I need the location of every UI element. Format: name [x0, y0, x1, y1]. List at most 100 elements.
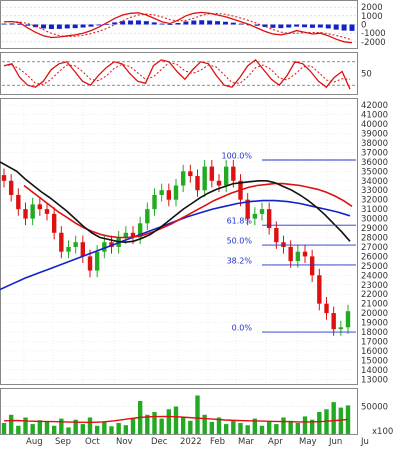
- price-tick-label: 38000: [361, 139, 388, 149]
- macd-histogram-bar: [64, 24, 70, 29]
- stochastic-tick-label: 50: [361, 70, 372, 80]
- volume-bar: [338, 407, 344, 434]
- price-tick-label: 23000: [361, 281, 388, 291]
- volume-bar: [109, 426, 114, 434]
- volume-bar: [102, 421, 107, 434]
- macd-histogram-bar: [128, 20, 134, 25]
- candle-body: [102, 242, 107, 252]
- macd-histogram-bar: [1, 23, 7, 25]
- month-label: Aug: [26, 437, 43, 447]
- volume-bar: [216, 417, 222, 434]
- volume-tick-label: 50000: [361, 403, 388, 413]
- macd-histogram-bar: [238, 23, 244, 25]
- macd-histogram-bar: [222, 21, 228, 25]
- volume-bar: [73, 419, 78, 434]
- macd-tick-label: -2000: [361, 38, 386, 48]
- candle-body: [331, 313, 336, 330]
- candle-body: [87, 256, 93, 271]
- volume-bar: [288, 420, 293, 434]
- month-label: Feb: [210, 437, 225, 447]
- macd-histogram-bar: [151, 22, 157, 25]
- volume-bar: [317, 412, 322, 434]
- candle-body: [338, 327, 344, 330]
- macd-histogram-bar: [309, 24, 315, 28]
- month-label: 2022: [180, 437, 202, 447]
- macd-histogram-bar: [294, 24, 300, 27]
- volume-bar: [59, 418, 64, 434]
- volume-bar: [252, 418, 258, 434]
- candle-body: [216, 180, 222, 186]
- price-tick-label: 31000: [361, 205, 388, 215]
- ma-mid-line: [23, 182, 353, 239]
- price-tick-label: 39000: [361, 130, 388, 140]
- volume-bar: [281, 417, 286, 434]
- price-tick-label: 20000: [361, 309, 388, 319]
- candle-body: [159, 190, 164, 195]
- macd-histogram-bar: [167, 24, 173, 25]
- macd-histogram-bar: [341, 24, 347, 31]
- volume-bar: [302, 416, 308, 434]
- month-label: Mar: [238, 437, 255, 447]
- volume-bar: [238, 423, 243, 434]
- price-tick-label: 32000: [361, 196, 388, 206]
- price-tick-label: 35000: [361, 167, 388, 177]
- price-tick-label: 33000: [361, 186, 388, 196]
- macd-histogram-bar: [120, 21, 126, 25]
- macd-histogram-bar: [215, 21, 221, 25]
- volume-bar: [159, 418, 164, 434]
- volume-bar: [152, 412, 157, 434]
- volume-bar: [44, 421, 50, 434]
- candle-body: [145, 209, 150, 224]
- candle-body: [23, 209, 28, 219]
- price-tick-label: 14000: [361, 366, 388, 376]
- volume-bar: [195, 395, 200, 434]
- stochastic-k-line: [3, 59, 351, 90]
- macd-histogram-bar: [207, 20, 213, 25]
- macd-histogram-bar: [112, 22, 118, 25]
- macd-histogram-bar: [104, 23, 110, 25]
- candle-body: [245, 199, 250, 219]
- macd-histogram-bar: [48, 24, 54, 30]
- macd-histogram-bar: [88, 24, 94, 27]
- volume-bar: [80, 424, 86, 434]
- candle-body: [73, 242, 78, 247]
- volume-bar: [51, 425, 57, 434]
- fibonacci-label: 0.0%: [232, 324, 253, 333]
- month-label: Nov: [116, 437, 133, 447]
- candle-body: [324, 303, 329, 314]
- stochastic-d-line: [3, 61, 351, 86]
- candle-body: [152, 194, 157, 210]
- price-tick-label: 40000: [361, 120, 388, 130]
- ma-short-line: [0, 161, 351, 244]
- volume-bar: [87, 417, 93, 434]
- volume-bar: [259, 425, 265, 434]
- macd-histogram-bar: [9, 23, 15, 25]
- volume-bar: [223, 424, 229, 434]
- candle-body: [302, 251, 308, 257]
- volume-bar: [94, 425, 100, 434]
- volume-bar: [123, 425, 129, 434]
- price-tick-label: 26000: [361, 252, 388, 262]
- month-label: Jun: [328, 437, 342, 447]
- price-tick-label: 17000: [361, 337, 388, 347]
- volume-bar: [274, 424, 279, 434]
- price-tick-label: 27000: [361, 243, 388, 253]
- candle-body: [80, 242, 86, 257]
- volume-bar: [209, 421, 215, 434]
- volume-bar: [30, 424, 35, 434]
- price-tick-label: 24000: [361, 271, 388, 281]
- macd-histogram-bar: [25, 24, 31, 26]
- month-label: Ju: [360, 437, 369, 447]
- macd-histogram-bar: [278, 24, 284, 29]
- macd-line: [3, 11, 353, 44]
- price-tick-label: 21000: [361, 300, 388, 310]
- volume-bar: [37, 420, 43, 434]
- price-tick-label: 29000: [361, 224, 388, 234]
- macd-histogram-bar: [333, 24, 339, 30]
- candle-body: [223, 166, 229, 186]
- price-tick-label: 15000: [361, 356, 388, 366]
- price-tick-label: 37000: [361, 148, 388, 158]
- candle-body: [44, 209, 50, 214]
- volume-bar: [295, 423, 301, 434]
